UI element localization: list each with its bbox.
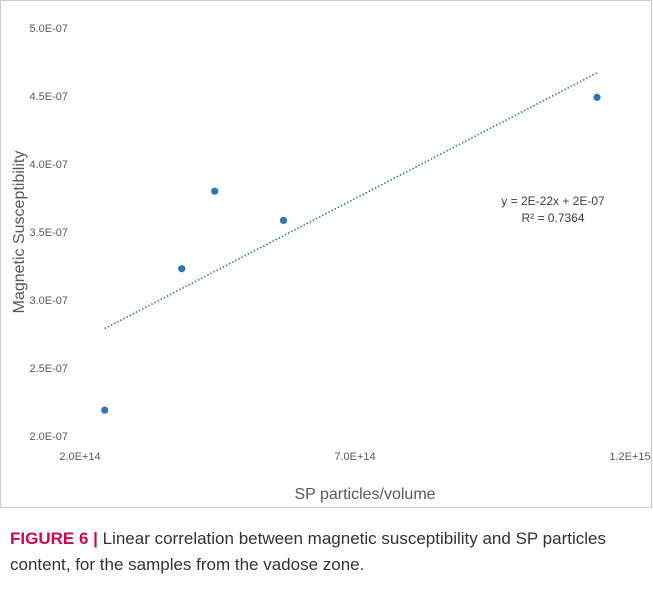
- x-tick-label: 7.0E+14: [334, 451, 375, 463]
- y-tick-label: 5.0E-07: [29, 23, 68, 35]
- data-points: [101, 94, 600, 414]
- data-point: [211, 188, 218, 195]
- y-axis-title: Magnetic Susceptibility: [11, 151, 28, 314]
- figure-label: FIGURE 6 |: [10, 529, 98, 548]
- scatter-chart: 2.0E-07 2.5E-07 3.0E-07 3.5E-07 4.0E-07 4.5E-…: [0, 0, 653, 510]
- y-tick-label: 4.5E-07: [29, 91, 68, 103]
- x-axis-title: SP particles/volume: [294, 486, 435, 503]
- data-point: [593, 94, 600, 101]
- y-tick-label: 2.0E-07: [29, 431, 68, 443]
- y-tick-label: 3.5E-07: [29, 227, 68, 239]
- figure-caption-text: Linear correlation between magnetic susc…: [10, 529, 606, 574]
- y-tick-label: 3.0E-07: [29, 295, 68, 307]
- trendline-equation: y = 2E-22x + 2E-07: [501, 194, 605, 208]
- x-tick-label: 1.2E+15: [609, 451, 650, 463]
- x-axis-ticks: 2.0E+14 7.0E+14 1.2E+15: [59, 451, 650, 463]
- figure-caption: FIGURE 6 | Linear correlation between ma…: [10, 526, 640, 578]
- data-point: [178, 265, 185, 272]
- r-squared-label: R² = 0.7364: [521, 211, 584, 225]
- data-point: [101, 407, 108, 414]
- data-point: [280, 217, 287, 224]
- y-tick-label: 2.5E-07: [29, 363, 68, 375]
- y-axis-ticks: 2.0E-07 2.5E-07 3.0E-07 3.5E-07 4.0E-07 4.5E-…: [29, 23, 68, 443]
- y-tick-label: 4.0E-07: [29, 159, 68, 171]
- x-tick-label: 2.0E+14: [59, 451, 100, 463]
